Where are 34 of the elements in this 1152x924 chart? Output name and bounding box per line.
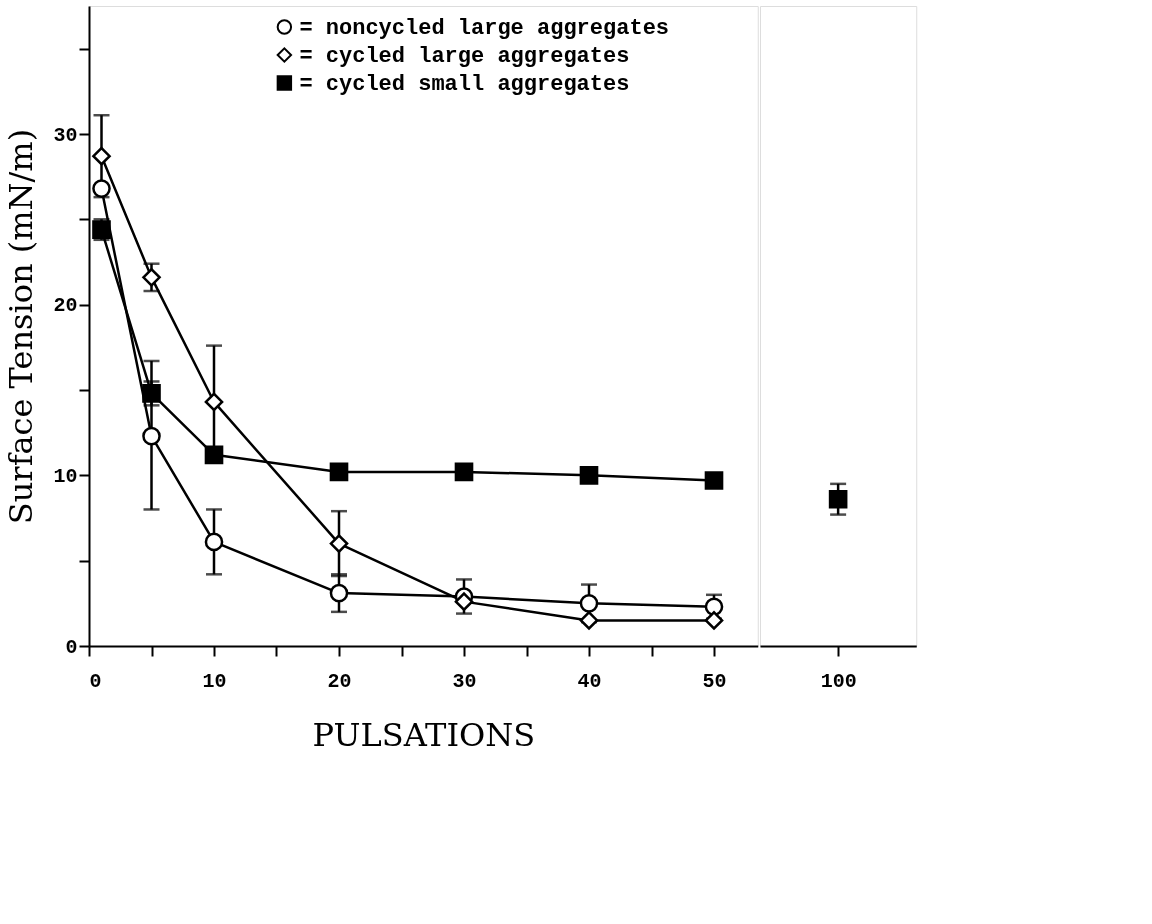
y-tick-label: 10: [53, 464, 78, 488]
x-axis-title: PULSATIONS: [312, 715, 536, 754]
y-tick-label: 0: [65, 635, 78, 659]
point: [329, 462, 349, 482]
x-tick-label: 20: [327, 669, 352, 693]
point: [329, 583, 349, 603]
point: [204, 445, 224, 465]
point: [454, 592, 474, 611]
point: [204, 532, 224, 552]
point: [704, 471, 724, 490]
x-tick-label: 40: [577, 669, 602, 693]
point: [329, 534, 349, 553]
point: [704, 611, 724, 630]
point: [204, 392, 224, 412]
point: [142, 384, 161, 403]
y-axis-title: Surface Tension (mN/m): [2, 128, 41, 525]
point: [92, 146, 111, 166]
point: [142, 426, 161, 446]
x-tick-label: 0: [89, 669, 102, 693]
point: [579, 611, 599, 630]
point: [579, 594, 599, 613]
y-tick-label: 30: [53, 123, 78, 147]
y-tick-label: 20: [53, 294, 78, 318]
x-tick-label: 10: [202, 669, 227, 693]
x-tick-label: 100: [820, 669, 857, 693]
point: [92, 179, 111, 198]
point: [579, 466, 599, 485]
x-tick-label: 50: [702, 669, 727, 693]
legend-label: = cycled small aggregates: [299, 72, 630, 97]
x-tick-label: 30: [452, 669, 477, 693]
point: [454, 462, 474, 482]
legend-label: = cycled large aggregates: [299, 44, 630, 69]
point: [142, 268, 161, 287]
legend-label: = noncycled large aggregates: [299, 16, 670, 41]
